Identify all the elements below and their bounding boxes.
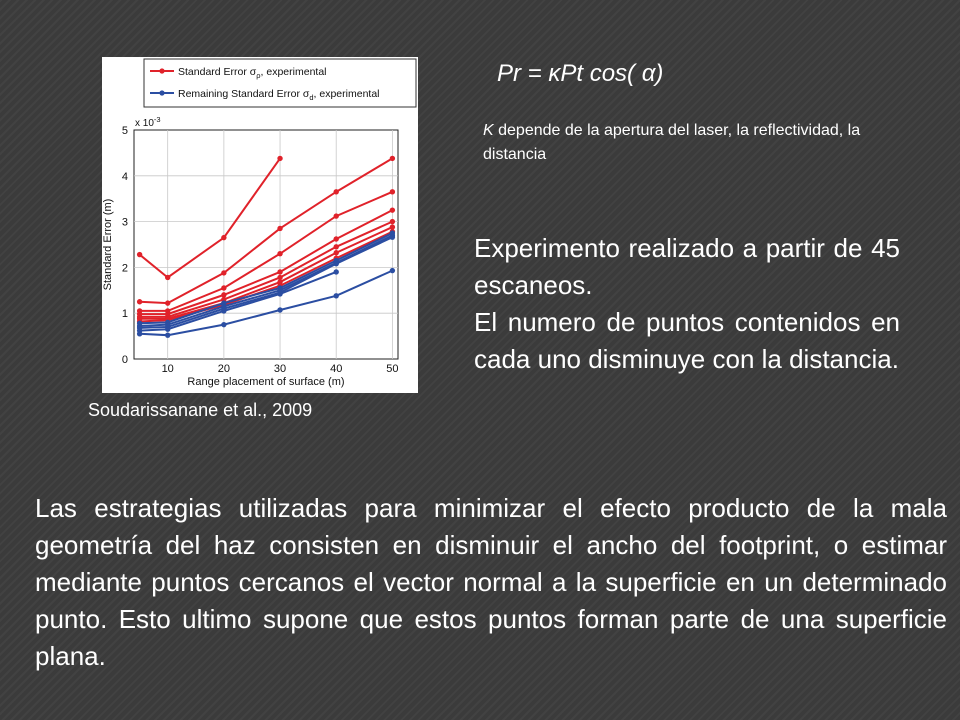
data-point-red-1: [389, 155, 396, 162]
data-point-blue-9: [333, 261, 339, 267]
citation: Soudarissanane et al., 2009: [88, 400, 313, 420]
chart-image: Standard Error σρ, experimental Remaining…: [102, 57, 418, 393]
x-tick-label: 10: [162, 363, 174, 375]
data-point-blue-11: [136, 331, 143, 337]
series-line-red-3: [139, 209, 393, 316]
series-line-red-2: [139, 190, 393, 312]
data-point-red-5: [333, 250, 339, 256]
y-tick-label: 0: [122, 354, 128, 366]
data-point-red-0: [165, 274, 171, 281]
legend-marker-1: [159, 90, 165, 96]
series-line-red-4: [139, 220, 393, 318]
data-point-red-4: [389, 218, 396, 225]
data-point-red-0: [221, 234, 227, 241]
legend-label-0: Standard Error σρ, experimental: [178, 66, 327, 80]
data-point-red-0: [277, 155, 283, 162]
series-line-blue-11: [139, 269, 393, 337]
x-tick-label: 50: [386, 363, 398, 375]
standard-error-chart: Standard Error σρ, experimental Remaining…: [102, 58, 417, 388]
y-tick-label: 1: [122, 308, 128, 320]
data-point-blue-10: [277, 291, 283, 297]
data-point-blue-9: [389, 234, 396, 240]
series-line-blue-7: [139, 232, 393, 325]
legend-label-1: Remaining Standard Error σd, experimenta…: [178, 88, 380, 102]
experiment-line-1: Experimento realizado a partir de 45 esc…: [474, 233, 900, 300]
data-point-red-4: [333, 244, 339, 250]
data-point-red-2: [333, 213, 339, 219]
data-point-blue-11: [221, 321, 227, 328]
legend-marker-0: [159, 68, 165, 74]
y-axis-label: Standard Error (m): [102, 199, 114, 291]
data-point-blue-10: [221, 308, 227, 314]
y-tick-label: 5: [122, 125, 128, 137]
y-tick-label: 2: [122, 262, 128, 274]
y-tick-label: 3: [122, 217, 128, 229]
data-point-red-5: [389, 224, 396, 230]
x-tick-label: 20: [218, 363, 230, 375]
experiment-line-2: El numero de puntos contenidos en cada u…: [474, 307, 900, 374]
data-point-red-0: [136, 251, 143, 258]
series-line-red-0: [138, 157, 281, 279]
data-point-red-1: [165, 300, 171, 306]
x-tick-label: 40: [330, 363, 342, 375]
formula: Pr = κPt cos( α): [497, 60, 664, 87]
data-point-red-1: [277, 225, 283, 232]
data-point-red-2: [277, 250, 283, 257]
x-axis-label: Range placement of surface (m): [187, 376, 344, 388]
series-line-red-5: [139, 226, 393, 320]
data-point-blue-11: [389, 267, 396, 274]
data-point-red-1: [333, 189, 339, 195]
formula-note: K depende de la apertura del laser, la r…: [483, 119, 863, 167]
plot-frame: [133, 129, 399, 360]
data-point-red-1: [221, 270, 227, 276]
data-point-blue-11: [165, 332, 171, 338]
y-multiplier: x 10-3: [135, 115, 161, 129]
data-point-blue-10: [165, 326, 171, 332]
experiment-paragraph: Experimento realizado a partir de 45 esc…: [474, 230, 900, 378]
x-tick-label: 30: [274, 363, 286, 375]
series-line-blue-9: [139, 236, 393, 329]
data-point-blue-11: [333, 293, 339, 299]
data-point-red-3: [389, 207, 396, 213]
data-point-red-2: [221, 285, 227, 291]
data-point-red-1: [136, 299, 143, 305]
legend-box: [143, 58, 417, 108]
note-text: depende de la apertura del laser, la ref…: [483, 122, 861, 163]
data-point-blue-10: [333, 269, 339, 275]
data-point-red-2: [389, 189, 396, 195]
series-line-red-1: [139, 157, 393, 305]
data-point-red-4: [277, 274, 283, 281]
data-point-red-3: [277, 269, 283, 275]
strategies-paragraph: Las estrategias utilizadas para minimiza…: [35, 493, 947, 671]
data-point-red-3: [221, 292, 227, 298]
note-k: K: [483, 122, 494, 139]
y-tick-label: 4: [122, 171, 128, 183]
data-point-red-3: [333, 236, 339, 242]
data-point-blue-11: [277, 307, 283, 313]
